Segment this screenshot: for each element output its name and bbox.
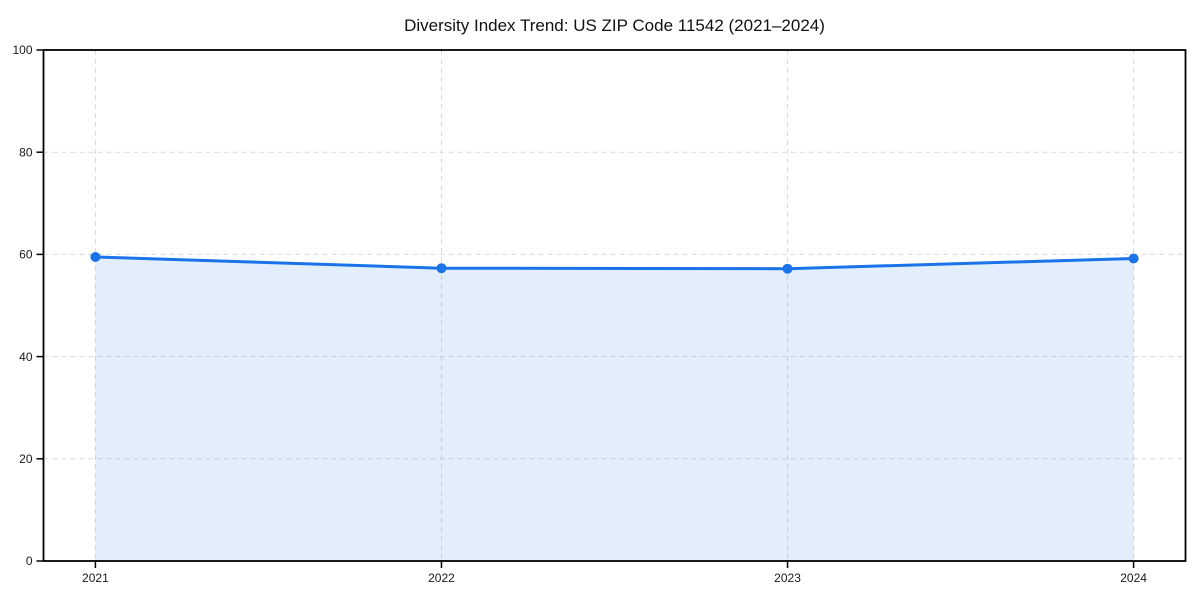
chart-title: Diversity Index Trend: US ZIP Code 11542… bbox=[404, 16, 825, 35]
y-tick-label: 60 bbox=[19, 248, 33, 262]
axes bbox=[36, 49, 1187, 568]
data-point bbox=[436, 263, 447, 274]
data-point bbox=[1128, 253, 1139, 264]
y-tick-label: 100 bbox=[12, 43, 32, 57]
plot-border bbox=[42, 49, 1187, 562]
data-point bbox=[782, 263, 793, 274]
y-tick-label: 20 bbox=[19, 452, 33, 466]
trend-line-path bbox=[93, 255, 1136, 271]
y-tick-label: 0 bbox=[26, 554, 33, 568]
x-tick-label: 2024 bbox=[1120, 571, 1147, 585]
y-axis-tick-labels: 0 20 40 60 80 100 bbox=[12, 43, 32, 568]
x-axis-tick-labels: 2021 2022 2023 2024 bbox=[82, 571, 1147, 585]
x-tick-label: 2022 bbox=[428, 571, 455, 585]
y-tick-label: 40 bbox=[19, 350, 33, 364]
gridlines bbox=[43, 50, 1186, 561]
area-fill bbox=[95, 257, 1134, 561]
data-points bbox=[90, 252, 1139, 274]
y-tick-label: 80 bbox=[19, 145, 33, 159]
trend-line bbox=[93, 255, 1136, 271]
x-tick-label: 2023 bbox=[774, 571, 801, 585]
area-fill-shape bbox=[95, 257, 1134, 561]
data-point bbox=[90, 252, 101, 262]
x-tick-label: 2021 bbox=[82, 571, 109, 585]
